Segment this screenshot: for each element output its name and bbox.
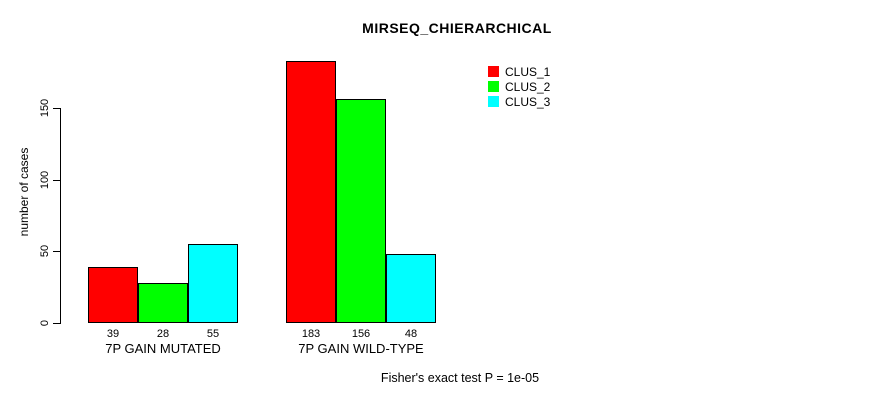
legend: CLUS_1 CLUS_2 CLUS_3	[488, 64, 550, 109]
bar-value-label-clus_2-group1: 28	[156, 328, 170, 340]
legend-swatch-clus-1	[488, 66, 499, 77]
bar-value-label-clus_3-group2: 48	[404, 328, 418, 340]
footer-annotation: Fisher's exact test P = 1e-05	[380, 371, 540, 385]
y-axis-tick-100	[53, 179, 60, 181]
legend-label-clus-2: CLUS_2	[505, 79, 551, 94]
bar-clus_2-7p-gain-mutated	[138, 283, 188, 323]
x-axis-group-label-2: 7P GAIN WILD-TYPE	[298, 341, 424, 356]
y-axis-tick-label-50: 50	[39, 245, 51, 258]
bar-clus_1-7p-gain-wild-type	[286, 61, 336, 323]
legend-swatch-clus-3	[488, 96, 499, 107]
legend-item-clus-3: CLUS_3	[488, 94, 550, 109]
bar-value-label-clus_2-group2: 156	[351, 328, 371, 340]
bar-value-label-clus_3-group1: 55	[206, 328, 220, 340]
bar-value-label-clus_1-group2: 183	[301, 328, 321, 340]
legend-item-clus-1: CLUS_1	[488, 64, 550, 79]
bar-clus_2-7p-gain-wild-type	[336, 99, 386, 323]
y-axis-tick-label-0: 0	[39, 319, 51, 327]
y-axis-tick-label-100: 100	[39, 170, 51, 189]
y-axis-tick-label-150: 150	[39, 98, 51, 118]
bar-clus_3-7p-gain-mutated	[188, 244, 238, 323]
y-axis-line	[60, 108, 61, 324]
legend-item-clus-2: CLUS_2	[488, 79, 550, 94]
y-axis-tick-50	[53, 251, 60, 253]
legend-label-clus-1: CLUS_1	[505, 64, 551, 79]
x-axis-group-label-1: 7P GAIN MUTATED	[105, 341, 221, 356]
chart-title: MIRSEQ_CHIERARCHICAL	[362, 20, 552, 36]
bar-value-label-clus_1-group1: 39	[106, 328, 120, 340]
y-axis-tick-0	[53, 323, 60, 324]
y-axis-label: number of cases	[17, 147, 31, 237]
bar-clus_3-7p-gain-wild-type	[386, 254, 436, 323]
y-axis-tick-150	[53, 108, 60, 109]
bar-clus_1-7p-gain-mutated	[88, 267, 138, 323]
legend-swatch-clus-2	[488, 81, 499, 92]
legend-label-clus-3: CLUS_3	[505, 94, 551, 109]
